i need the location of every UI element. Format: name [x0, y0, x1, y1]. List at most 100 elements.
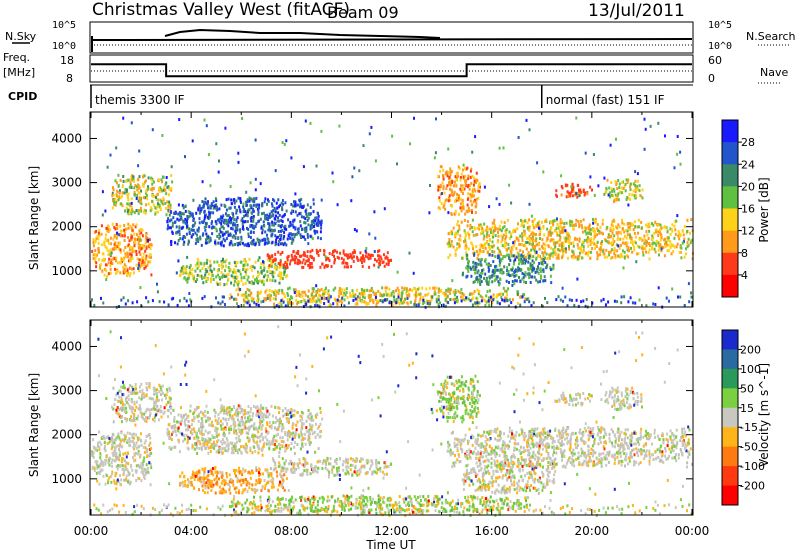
- echo-cell: [138, 175, 141, 179]
- echo-cell: [395, 301, 398, 305]
- echo-cell: [579, 219, 582, 223]
- echo-cell: [559, 298, 562, 302]
- echo-cell: [626, 241, 629, 245]
- echo-cell: [343, 298, 346, 302]
- echo-cell: [126, 227, 129, 231]
- echo-cell: [464, 246, 467, 250]
- echo-cell: [298, 300, 301, 304]
- echo-cell: [208, 215, 211, 219]
- frequency-strip: [89, 54, 694, 83]
- echo-cell: [161, 398, 164, 402]
- echo-cell: [281, 206, 284, 210]
- echo-cell: [111, 222, 114, 226]
- echo-cell: [576, 255, 579, 259]
- echo-cell: [549, 229, 552, 233]
- echo-cell: [130, 390, 133, 394]
- echo-cell: [140, 470, 143, 474]
- echo-cell: [229, 185, 232, 189]
- echo-cell: [662, 246, 665, 250]
- echo-cell: [221, 231, 224, 235]
- echo-cell: [489, 298, 492, 302]
- echo-cell: [221, 216, 224, 220]
- echo-cell: [683, 255, 686, 259]
- echo-cell: [121, 467, 124, 471]
- echo-cell: [571, 220, 574, 224]
- echo-cell: [142, 392, 145, 396]
- echo-cell: [508, 274, 511, 278]
- echo-cell: [96, 466, 99, 470]
- echo-cell: [680, 256, 683, 260]
- echo-cell: [231, 270, 234, 274]
- echo-cell: [623, 230, 626, 234]
- echo-cell: [291, 257, 294, 261]
- echo-cell: [138, 229, 141, 233]
- colorbar-swatch: [722, 252, 738, 276]
- echo-cell: [494, 268, 497, 272]
- echo-cell: [161, 189, 164, 193]
- echo-cell: [144, 472, 147, 476]
- echo-cell: [111, 191, 114, 195]
- echo-cell: [690, 291, 693, 295]
- echo-cell: [289, 232, 292, 236]
- echo-cell: [338, 299, 341, 303]
- echo-cell: [130, 178, 133, 182]
- echo-cell: [251, 198, 254, 202]
- echo-cell: [466, 224, 469, 228]
- echo-cell: [163, 406, 166, 410]
- echo-cell: [437, 185, 440, 189]
- echo-cell: [396, 299, 399, 302]
- echo-cell: [219, 447, 222, 450]
- echo-cell: [109, 153, 112, 157]
- echo-cell: [145, 450, 148, 454]
- echo-cell: [116, 478, 119, 482]
- echo-cell: [437, 206, 440, 210]
- echo-cell: [660, 249, 663, 253]
- echo-cell: [480, 250, 483, 253]
- echo-cell: [464, 298, 467, 302]
- echo-cell: [458, 242, 461, 246]
- echo-cell: [546, 227, 549, 231]
- echo-cell: [301, 235, 304, 239]
- echo-cell: [453, 293, 456, 297]
- echo-cell: [444, 294, 447, 298]
- echo-cell: [291, 301, 294, 305]
- echo-cell: [315, 300, 318, 304]
- echo-cell: [169, 203, 172, 207]
- echo-cell: [158, 408, 161, 412]
- echo-cell: [146, 263, 149, 267]
- echo-cell: [460, 220, 463, 224]
- echo-cell: [469, 169, 472, 173]
- echo-cell: [137, 476, 140, 480]
- echo-cell: [139, 245, 142, 249]
- echo-cell: [137, 407, 140, 411]
- echo-cell: [275, 289, 278, 293]
- echo-cell: [126, 388, 129, 392]
- echo-cell: [523, 254, 526, 258]
- echo-cell: [128, 248, 131, 252]
- echo-cell: [106, 165, 109, 169]
- echo-cell: [242, 282, 245, 286]
- echo-cell: [470, 181, 473, 185]
- echo-cell: [126, 253, 129, 257]
- echo-cell: [354, 293, 357, 297]
- echo-cell: [252, 230, 255, 234]
- echo-cell: [144, 394, 146, 398]
- echo-cell: [491, 235, 494, 239]
- echo-cell: [375, 301, 378, 305]
- echo-cell: [115, 146, 118, 150]
- echo-cell: [256, 299, 259, 303]
- echo-cell: [165, 176, 168, 179]
- echo-cell: [474, 189, 477, 193]
- echo-cell: [541, 220, 543, 224]
- echo-cell: [311, 287, 314, 291]
- echo-cell: [172, 216, 175, 220]
- echo-cell: [246, 278, 249, 282]
- echo-cell: [612, 187, 615, 191]
- echo-cell: [320, 129, 323, 133]
- echo-cell: [349, 252, 352, 256]
- echo-cell: [257, 220, 260, 224]
- echo-cell: [457, 229, 459, 233]
- echo-cell: [315, 222, 318, 225]
- echo-cell: [113, 481, 116, 485]
